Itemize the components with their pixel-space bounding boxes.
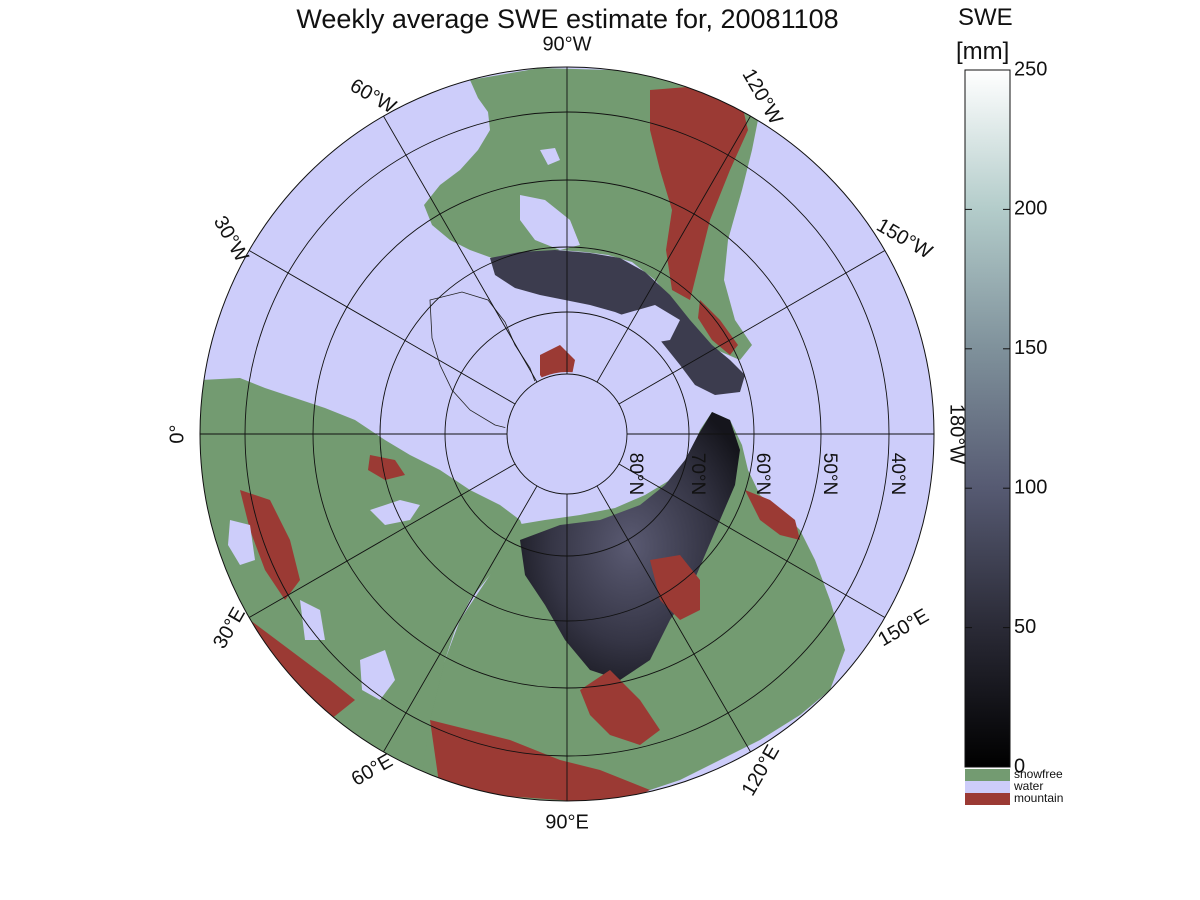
longitude-label: 30°E — [209, 604, 250, 653]
longitude-label: 0° — [166, 424, 188, 443]
colorbar-tick-label: 200 — [1014, 198, 1047, 220]
category-swatch-snowfree — [965, 769, 1010, 781]
longitude-label: 90°E — [545, 811, 589, 833]
colorbar-tick-label: 100 — [1014, 476, 1047, 498]
meridian-line — [596, 485, 751, 753]
colorbar-tick-label: 50 — [1014, 616, 1036, 638]
latitude-label: 60°N — [752, 453, 773, 495]
colorbar-tick-label: 0 — [1014, 755, 1025, 777]
meridian-line — [618, 250, 886, 405]
colorbar-label-unit: [mm] — [956, 38, 1010, 65]
longitude-label: 60°E — [348, 750, 397, 791]
colorbar-gradient — [964, 69, 1011, 768]
colorbar-label-swe: SWE — [958, 4, 1013, 31]
inland-water — [228, 148, 680, 700]
meridian-line — [248, 250, 516, 405]
mountain-areas — [210, 86, 800, 801]
latitude-label: 80°N — [625, 453, 646, 495]
map-disc — [200, 67, 934, 801]
arctic-ocean — [505, 372, 629, 496]
category-swatch-mountain — [965, 793, 1010, 805]
longitude-label: 180°W — [946, 404, 968, 464]
snow-cover-north-america — [490, 250, 745, 395]
latitude-labels: 80°N 70°N 60°N 50°N 40°N — [625, 453, 908, 495]
category-label-mountain: mountain — [1014, 791, 1063, 805]
latitude-label: 70°N — [687, 453, 708, 495]
meridian-line — [383, 115, 538, 383]
longitude-label: 90°W — [542, 33, 591, 55]
colorbar-tick-label: 250 — [1014, 58, 1047, 80]
colorbar-tick-label: 150 — [1014, 337, 1047, 359]
longitude-label: 30°W — [209, 212, 253, 266]
meridian-line — [596, 115, 751, 383]
meridian-line — [383, 485, 538, 753]
category-label-snowfree: snowfree — [1014, 767, 1063, 781]
meridian-line — [618, 463, 886, 618]
graticule — [200, 67, 934, 801]
snow-cover-siberia — [520, 412, 740, 680]
longitude-label: 60°W — [346, 75, 400, 119]
latitude-label: 40°N — [887, 453, 908, 495]
figure-title: Weekly average SWE estimate for, 2008110… — [296, 4, 839, 34]
category-swatch-water — [965, 781, 1010, 793]
colorbar-ticks: 0 50 100 150 200 250 — [965, 58, 1047, 777]
meridian-line — [248, 463, 516, 618]
latitude-label: 50°N — [819, 453, 840, 495]
map-border — [199, 66, 935, 802]
category-label-water: water — [1013, 779, 1043, 793]
